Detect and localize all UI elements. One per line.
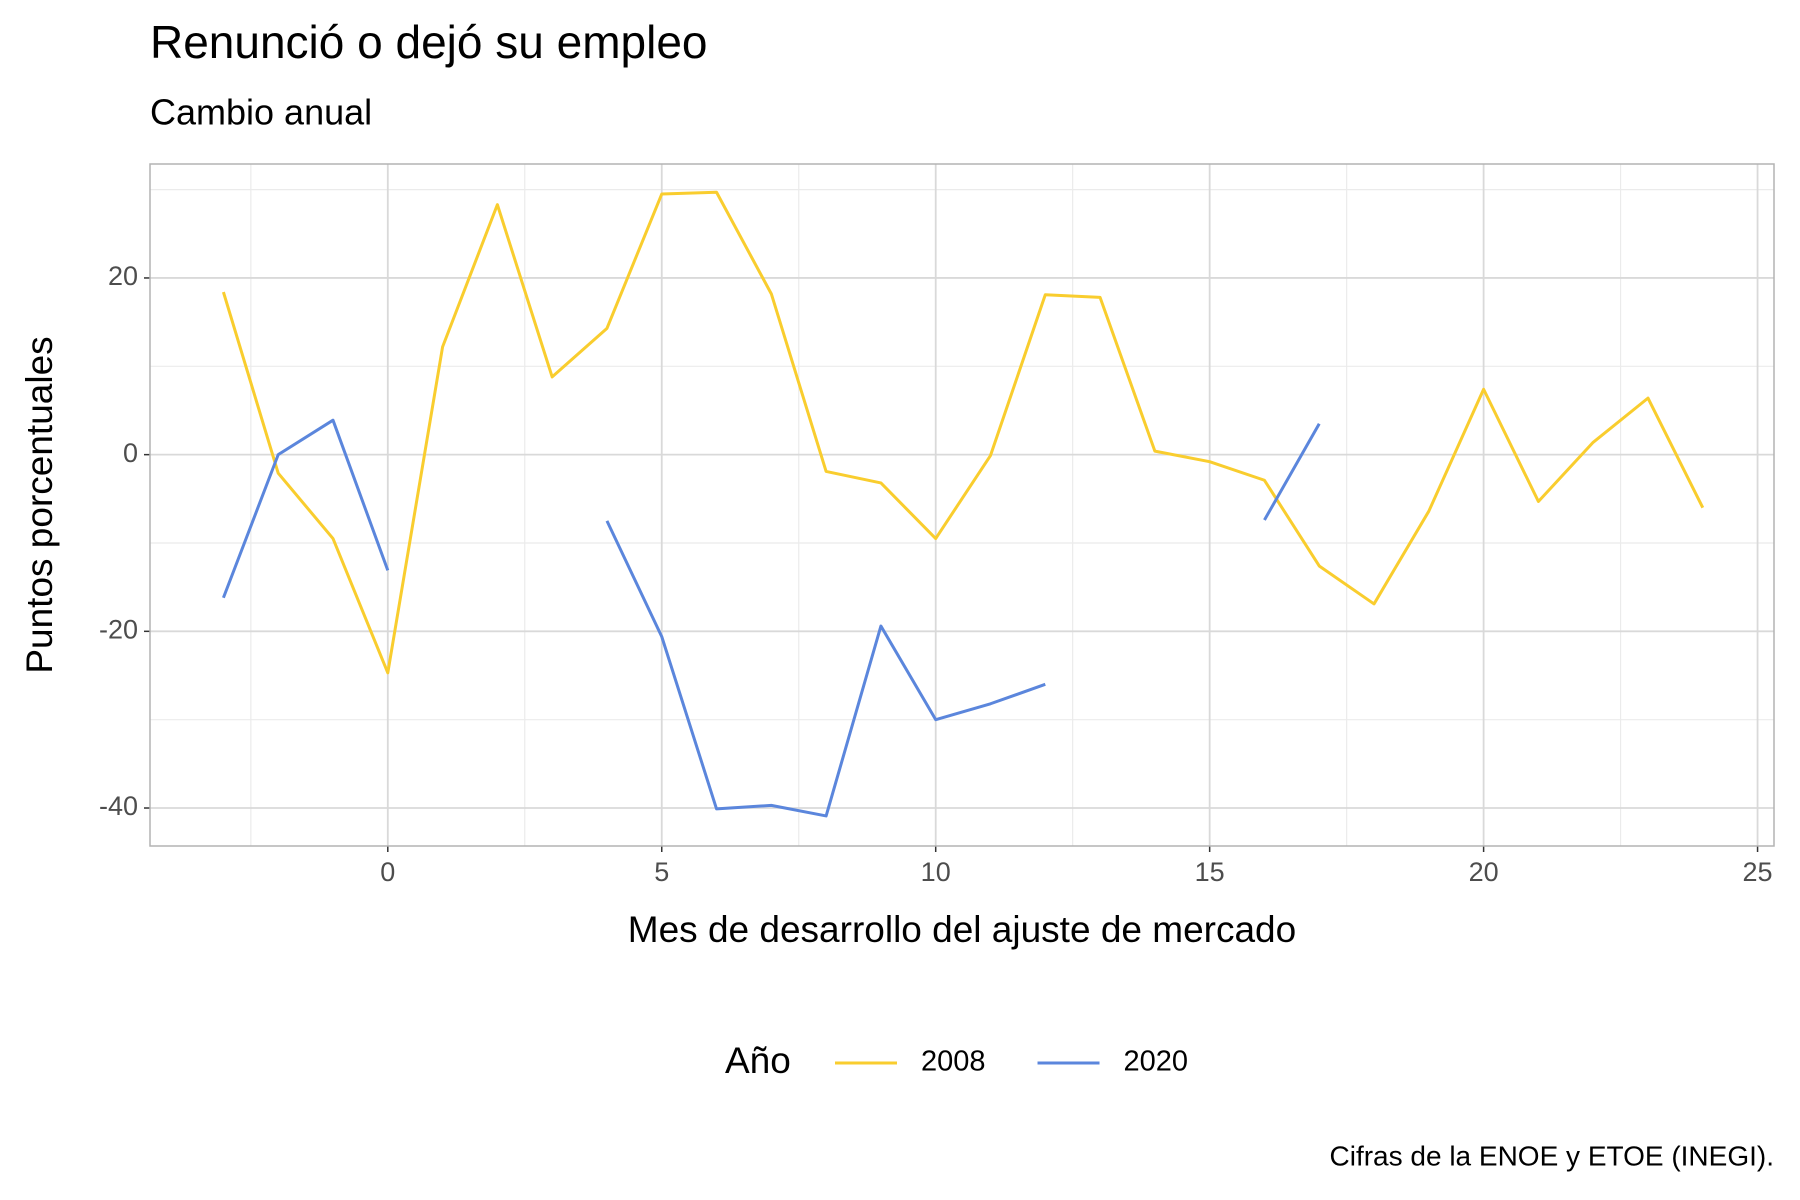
series-line [221,190,1705,675]
panel-border [149,163,1775,847]
chart-title: Renunció o dejó su empleo [150,16,707,68]
x-tick-label: 20 [1469,857,1499,887]
y-tick-label: 20 [108,261,138,291]
y-axis-label: Puntos porcentuales [19,336,60,673]
chart-subtitle: Cambio anual [150,92,372,133]
caption: Cifras de la ENOE y ETOE (INEGI). [1330,1140,1774,1171]
legend-title: Año [725,1040,791,1081]
legend-label: 2008 [921,1046,986,1078]
x-axis-label: Mes de desarrollo del ajuste de mercado [628,909,1296,950]
x-tick-label: 5 [654,857,669,887]
series-line [222,418,1321,818]
y-tick-label: -20 [99,614,138,644]
y-tick-label: 0 [123,438,138,468]
x-tick-label: 15 [1195,857,1225,887]
y-tick-label: -40 [99,791,138,821]
x-tick-label: 25 [1743,857,1773,887]
x-tick-label: 0 [380,857,395,887]
x-tick-label: 10 [921,857,951,887]
legend-label: 2020 [1124,1046,1189,1078]
